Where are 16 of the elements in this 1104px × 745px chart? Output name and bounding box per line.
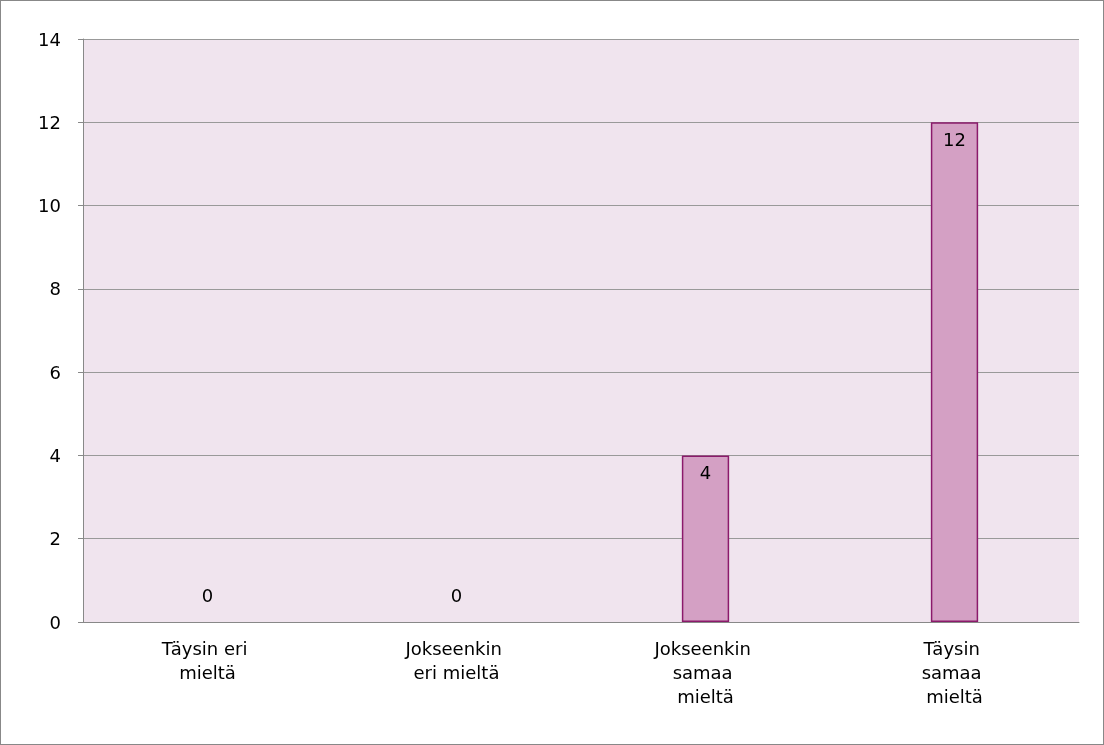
data-label: 0 xyxy=(450,584,463,606)
y-tick-label: 2 xyxy=(49,528,61,550)
x-tick-label: Jokseenkin eri mieltä xyxy=(404,637,508,683)
y-tick-label: 0 xyxy=(49,611,61,633)
data-label: 4 xyxy=(699,461,712,483)
y-tick-label: 4 xyxy=(49,444,61,466)
y-tick-label: 14 xyxy=(38,28,61,50)
x-tick-label: Täysin samaa mieltä xyxy=(921,637,988,707)
x-tick-label: Jokseenkin samaa mieltä xyxy=(653,637,757,707)
y-tick-label: 12 xyxy=(38,111,61,133)
y-tick-label: 8 xyxy=(49,278,61,300)
data-label: 0 xyxy=(201,584,214,606)
data-label: 12 xyxy=(943,128,966,150)
y-tick-label: 6 xyxy=(49,361,61,383)
y-tick-label: 10 xyxy=(38,195,61,217)
x-tick-label: Täysin eri mieltä xyxy=(160,637,254,683)
